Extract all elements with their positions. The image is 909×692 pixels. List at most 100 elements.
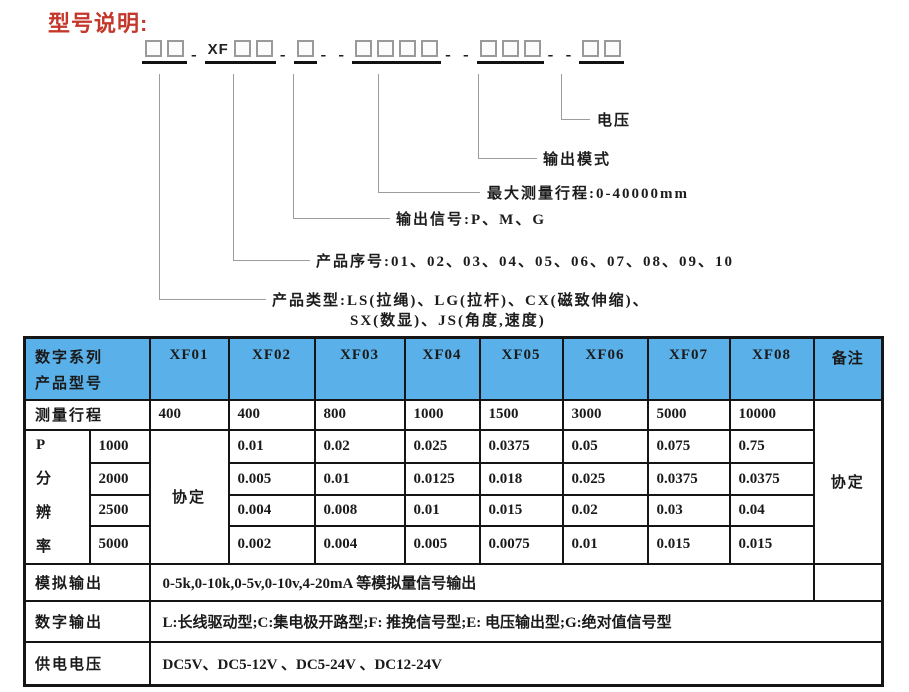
connector-output-signal-hline	[293, 218, 390, 219]
resolution-value: 0.015	[478, 494, 564, 527]
resolution-value: 0.004	[313, 524, 406, 565]
model-group	[142, 40, 187, 64]
digital-output-label: 数字输出	[23, 599, 151, 643]
connector-output-mode-hline	[478, 158, 537, 159]
resolution-value: 0.0125	[403, 461, 481, 497]
model-separator: - -	[547, 45, 576, 64]
connector-product-type-vline	[159, 74, 160, 299]
connector-output-signal-vline	[293, 74, 294, 218]
resolution-row-1000: P 分 辨 率 1000 协定 0.01 0.02 0.025 0.0375 0…	[23, 428, 883, 565]
resolution-value: 0.01	[227, 428, 316, 464]
model-group	[293, 40, 317, 64]
header-series-model: 数字系列 产品型号	[23, 336, 151, 401]
connector-max-travel-hline	[378, 192, 480, 193]
table-header-row: 数字系列 产品型号 XF01 XF02 XF03 XF04 XF05 XF06 …	[23, 336, 884, 401]
travel-value: 10000	[728, 398, 815, 431]
resolution-value: 0.0075	[478, 524, 564, 565]
digit-box	[233, 40, 251, 57]
digit-box	[421, 40, 439, 57]
resolution-char: P	[36, 436, 46, 453]
travel-value: 1000	[403, 398, 481, 431]
model-separator: -	[279, 45, 290, 64]
connector-max-travel-vline	[378, 74, 379, 192]
model-separator: -	[191, 45, 201, 64]
label-voltage: 电压	[597, 113, 632, 129]
header-col-xf08: XF08	[728, 336, 815, 401]
label-product-serial: 产品序号:01、02、03、04、05、06、07、08、09、10	[316, 254, 734, 270]
supply-voltage-row: 供电电压 DC5V、DC5-12V 、DC5-24V 、DC12-24V	[23, 640, 884, 687]
resolution-row-2000: 2000 0.005 0.01 0.0125 0.018 0.025 0.037…	[25, 461, 883, 497]
resolution-level: 2000	[88, 461, 151, 497]
header-col-xf04: XF04	[403, 336, 481, 401]
digit-box	[167, 40, 184, 57]
digit-box	[255, 40, 273, 57]
header-col-xf03: XF03	[313, 336, 406, 401]
header-col-xf05: XF05	[478, 336, 564, 401]
model-code: - XF - - -- -- -	[140, 40, 626, 64]
spec-table: 数字系列 产品型号 XF01 XF02 XF03 XF04 XF05 XF06 …	[23, 336, 885, 687]
label-product-type-line1: 产品类型:LS(拉绳)、LG(拉杆)、CX(磁致伸缩)、	[272, 293, 650, 309]
model-group	[352, 40, 442, 64]
resolution-value: 0.025	[403, 428, 481, 464]
header-col-note: 备注	[812, 336, 884, 401]
resolution-value: 0.005	[403, 524, 481, 565]
model-prefix-text: XF	[207, 41, 229, 58]
digit-box	[479, 40, 497, 57]
resolution-value: 0.01	[561, 524, 649, 565]
xf01-agreement-cell: 协定	[148, 428, 230, 565]
header-col-xf01: XF01	[148, 336, 230, 401]
label-output-mode: 输出模式	[543, 152, 612, 168]
model-separator: - -	[445, 45, 473, 64]
resolution-row-2500: 2500 0.004 0.008 0.01 0.015 0.02 0.03 0.…	[25, 494, 883, 527]
digit-box	[523, 40, 541, 57]
resolution-value: 0.0375	[646, 461, 731, 497]
resolution-row-5000: 5000 0.002 0.004 0.005 0.0075 0.01 0.015…	[25, 524, 883, 565]
resolution-value: 0.05	[561, 428, 649, 464]
header-col-xf02: XF02	[227, 336, 316, 401]
connector-product-serial-hline	[233, 260, 310, 261]
header-col-xf06: XF06	[561, 336, 649, 401]
label-product-type-line2: SX(数显)、JS(角度,速度)	[350, 313, 546, 329]
resolution-value: 0.004	[227, 494, 316, 527]
resolution-char: 分	[36, 470, 52, 487]
header-series-line1: 数字系列	[35, 350, 104, 366]
resolution-value: 0.0375	[728, 461, 815, 497]
resolution-char: 辨	[36, 505, 52, 522]
digit-box	[296, 40, 314, 57]
digit-box	[582, 40, 600, 57]
analog-output-value: 0-5k,0-10k,0-5v,0-10v,4-20mA 等模拟量信号输出	[148, 562, 815, 602]
resolution-value: 0.015	[646, 524, 731, 565]
resolution-level: 1000	[88, 428, 151, 464]
digit-box	[377, 40, 395, 57]
label-max-travel: 最大测量行程:0-40000mm	[487, 186, 689, 202]
analog-output-label: 模拟输出	[23, 562, 151, 602]
resolution-value: 0.75	[728, 428, 815, 464]
resolution-value: 0.015	[728, 524, 815, 565]
resolution-value: 0.075	[646, 428, 731, 464]
resolution-value: 0.008	[313, 494, 406, 527]
resolution-value: 0.01	[403, 494, 481, 527]
model-group: XF	[204, 40, 276, 64]
travel-value: 1500	[478, 398, 564, 431]
header-col-xf07: XF07	[646, 336, 731, 401]
resolution-value: 0.02	[313, 428, 406, 464]
model-group	[579, 40, 625, 64]
resolution-value: 0.002	[227, 524, 316, 565]
resolution-level: 5000	[88, 524, 151, 565]
travel-row: 测量行程 400 400 800 1000 1500 3000 5000 100…	[23, 398, 884, 565]
digit-box	[604, 40, 622, 57]
connector-voltage-vline	[561, 74, 562, 119]
analog-output-note-cell	[812, 562, 884, 602]
digital-output-value: L:长线驱动型;C:集电极开路型;F: 推挽信号型;E: 电压输出型;G:绝对值…	[148, 599, 884, 643]
model-group	[476, 40, 544, 64]
digit-box	[399, 40, 417, 57]
digital-output-row: 数字输出 L:长线驱动型;C:集电极开路型;F: 推挽信号型;E: 电压输出型;…	[23, 599, 884, 643]
digit-box	[501, 40, 519, 57]
connector-voltage-hline	[561, 119, 590, 120]
resolution-label: P 分 辨 率	[23, 428, 91, 565]
supply-voltage-value: DC5V、DC5-12V 、DC5-24V 、DC12-24V	[148, 640, 884, 687]
resolution-value: 0.02	[561, 494, 649, 527]
travel-value: 800	[313, 398, 406, 431]
digit-box	[145, 40, 162, 57]
analog-output-row: 模拟输出 0-5k,0-10k,0-5v,0-10v,4-20mA 等模拟量信号…	[23, 562, 884, 602]
